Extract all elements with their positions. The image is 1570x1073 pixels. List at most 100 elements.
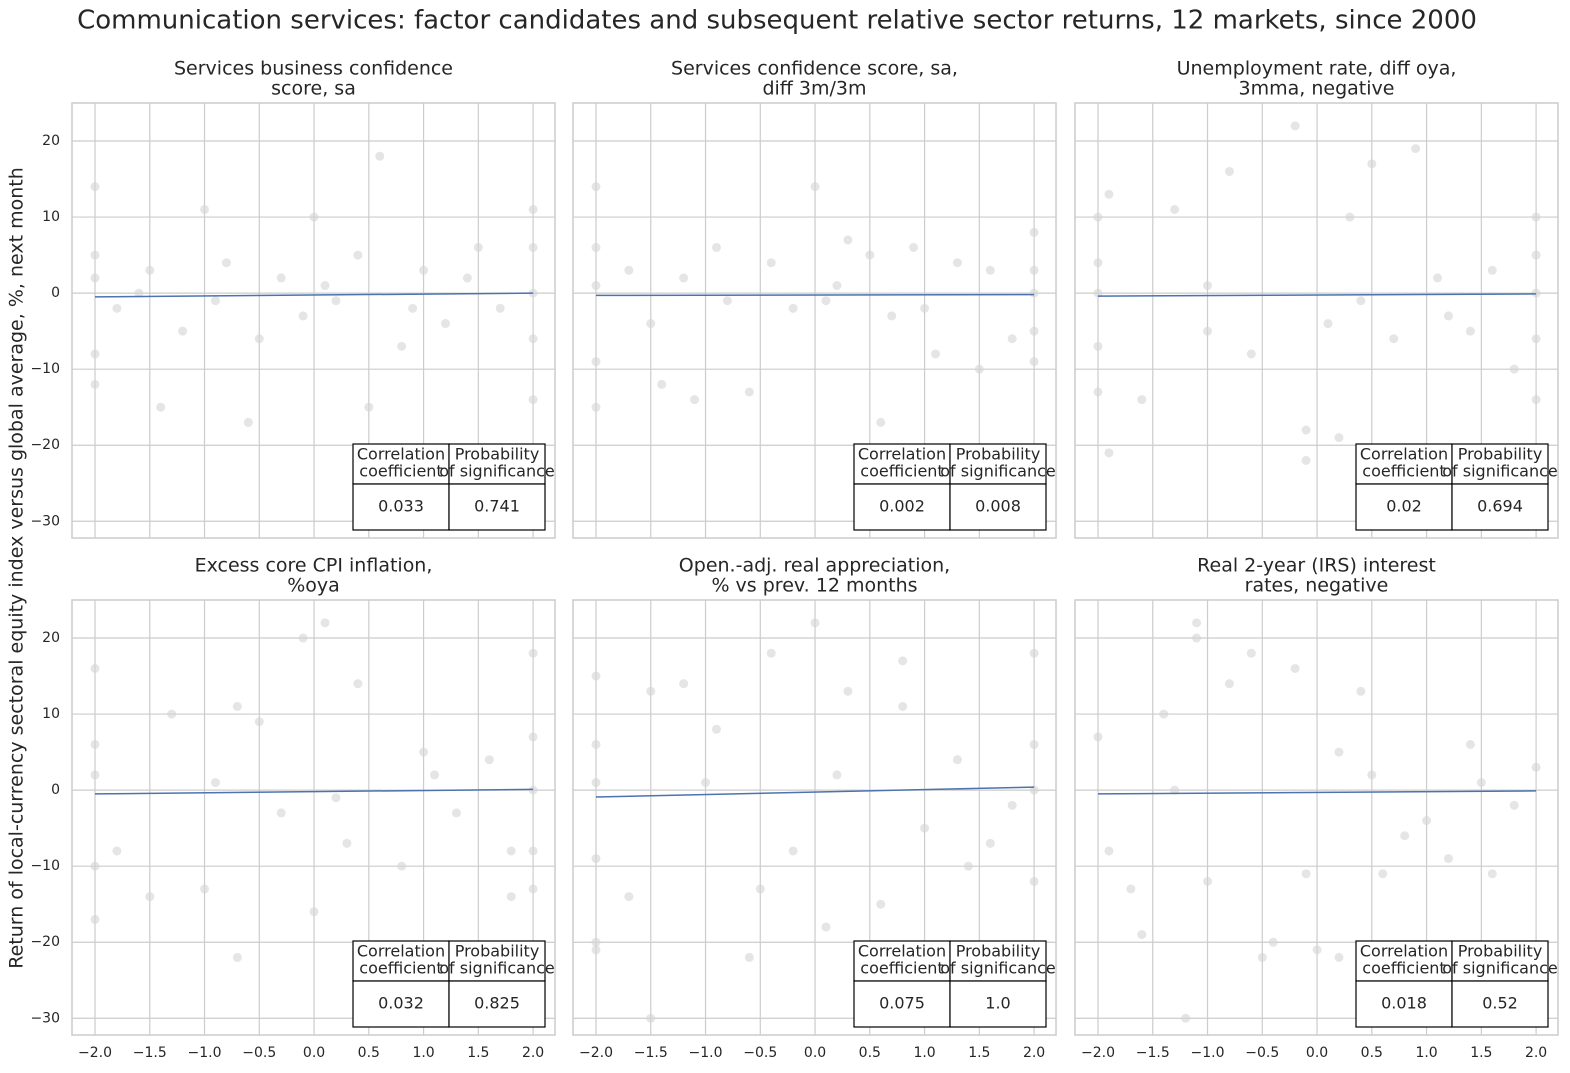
data-point	[591, 671, 601, 681]
data-point	[1007, 334, 1017, 344]
table-value-cell	[1355, 980, 1453, 1028]
data-point	[646, 686, 656, 696]
data-point	[1443, 311, 1453, 321]
panel: −30 −20 −10 0 10 20 Services business confiden…	[30, 58, 556, 539]
data-point	[342, 838, 352, 848]
table-header: coefficient	[860, 959, 943, 978]
data-point	[591, 945, 601, 955]
data-point	[1312, 945, 1322, 955]
data-point	[1356, 296, 1366, 306]
data-point	[952, 258, 962, 268]
data-point	[331, 793, 341, 803]
panel: −2.0 −1.5 −1.0 −0.5 0.0 0.5 1.0 1.5 2.0 Open.-adj…	[572, 555, 1057, 1061]
data-point	[1378, 869, 1388, 879]
y-tick-label: −10	[30, 858, 60, 874]
data-point	[876, 899, 886, 909]
data-point	[1389, 334, 1399, 344]
table-value: 0.032	[378, 994, 424, 1013]
data-point	[657, 379, 667, 389]
data-point	[1476, 778, 1486, 788]
panel-title: Excess core CPI inflation,	[195, 555, 433, 577]
data-point	[701, 778, 711, 788]
table-header: Correlation	[357, 942, 445, 961]
table-header-cell	[1451, 443, 1549, 485]
x-tick-label: −1.0	[689, 1045, 723, 1061]
regression-line	[1097, 293, 1537, 297]
data-point	[744, 387, 754, 397]
x-tick-label: 1.5	[968, 1045, 990, 1061]
data-point	[528, 785, 538, 795]
x-tick-label: −1.5	[133, 1045, 167, 1061]
table-value: 0.008	[975, 497, 1021, 516]
data-point	[810, 618, 820, 628]
table-header: of significance	[940, 462, 1056, 481]
data-point	[397, 341, 407, 351]
data-point	[931, 349, 941, 359]
data-point	[843, 235, 853, 245]
x-tick-label: 0.0	[804, 1045, 826, 1061]
table-header-cell	[853, 940, 951, 982]
data-point	[1422, 816, 1432, 826]
regression-line	[1097, 790, 1537, 795]
table-header-cell	[1355, 940, 1453, 982]
x-tick-label: −1.0	[188, 1045, 222, 1061]
table-value: 0.825	[474, 994, 520, 1013]
y-tick-label: 20	[42, 630, 60, 646]
data-point	[1203, 326, 1213, 336]
data-point	[679, 273, 689, 283]
data-point	[1531, 395, 1541, 405]
data-point	[591, 357, 601, 367]
table-header: of significance	[1442, 462, 1558, 481]
data-point	[134, 288, 144, 298]
y-tick-label: 0	[51, 285, 60, 301]
data-point	[788, 846, 798, 856]
data-point	[430, 770, 440, 780]
x-tick-label: −0.5	[743, 1045, 777, 1061]
data-point	[1203, 281, 1213, 291]
table-header: coefficient	[359, 959, 442, 978]
data-point	[1323, 319, 1333, 329]
data-point	[1268, 937, 1278, 947]
panel: −2.0 −1.5 −1.0 −0.5 0.0 0.5 1.0 1.5 2.0 −30 −20 −10…	[30, 555, 556, 1061]
data-point	[210, 296, 220, 306]
data-point	[495, 303, 505, 313]
x-tick-label: 1.5	[467, 1045, 489, 1061]
panel-border	[1074, 599, 1559, 1036]
data-point	[963, 861, 973, 871]
data-point	[952, 755, 962, 765]
table-value-cell	[853, 980, 951, 1028]
data-point	[210, 778, 220, 788]
data-point	[1093, 387, 1103, 397]
table-header-cell	[949, 940, 1047, 982]
data-point	[843, 686, 853, 696]
table-value: 0.52	[1482, 994, 1518, 1013]
panel-border	[71, 599, 556, 1036]
data-point	[309, 212, 319, 222]
data-point	[1224, 166, 1234, 176]
data-point	[755, 884, 765, 894]
data-point	[1029, 739, 1039, 749]
table-header: of significance	[940, 959, 1056, 978]
data-point	[1301, 869, 1311, 879]
data-point	[711, 242, 721, 252]
data-point	[646, 1013, 656, 1023]
table-header: Probability	[956, 942, 1041, 961]
data-point	[112, 303, 122, 313]
data-point	[722, 296, 732, 306]
regression-line	[94, 292, 534, 298]
data-point	[788, 303, 798, 313]
data-point	[591, 778, 601, 788]
panel-border	[71, 102, 556, 539]
data-point	[1257, 952, 1267, 962]
data-point	[243, 417, 253, 427]
data-point	[1334, 747, 1344, 757]
table-header: Probability	[1458, 445, 1543, 464]
data-point	[821, 296, 831, 306]
data-point	[484, 755, 494, 765]
table-header-cell	[448, 443, 546, 485]
x-tick-label: 1.0	[913, 1045, 935, 1061]
table-header: Probability	[455, 445, 540, 464]
data-point	[1029, 288, 1039, 298]
data-point	[232, 952, 242, 962]
data-point	[112, 846, 122, 856]
